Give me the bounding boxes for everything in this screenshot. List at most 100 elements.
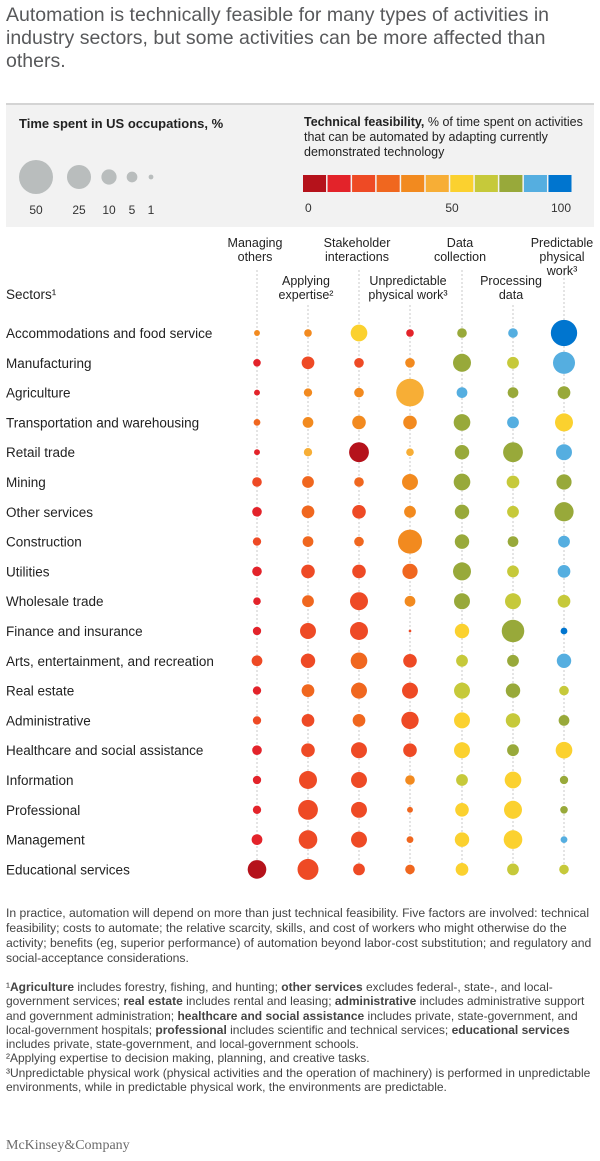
- sector-label: Arts, entertainment, and recreation: [6, 654, 214, 669]
- color-scale-tick: 50: [445, 201, 459, 215]
- bubble: [455, 863, 469, 876]
- bubble: [397, 529, 423, 554]
- bubble: [402, 563, 418, 580]
- bubble: [253, 358, 261, 367]
- footnote-1-term: healthcare and social assistance: [177, 1008, 365, 1023]
- footnote-1: ¹Agriculture includes forestry, fishing,…: [6, 980, 594, 1051]
- bubble: [505, 713, 521, 728]
- size-legend-label: 50: [29, 203, 43, 217]
- bubble: [507, 565, 519, 578]
- bubble: [351, 831, 367, 848]
- bubble: [559, 685, 569, 696]
- bubble: [507, 505, 519, 518]
- color-scale-swatch: [327, 175, 351, 192]
- color-scale-swatch: [352, 175, 376, 192]
- bubble: [302, 417, 314, 428]
- bubble: [301, 684, 315, 697]
- bubble: [556, 444, 572, 461]
- bubble: [247, 860, 267, 879]
- color-scale-swatch: [303, 175, 327, 192]
- sector-label: Professional: [6, 803, 80, 818]
- bubble: [402, 474, 418, 490]
- color-scale-swatch: [425, 175, 449, 192]
- bubble: [252, 506, 262, 517]
- bubble: [508, 328, 518, 338]
- bubble: [507, 863, 519, 876]
- bubble: [453, 353, 471, 372]
- bubble: [252, 775, 262, 785]
- sector-label: Mining: [6, 475, 46, 490]
- size-legend-bubble: [148, 174, 154, 180]
- color-scale-tick: 0: [305, 201, 312, 215]
- bubble: [555, 741, 573, 759]
- bubble: [507, 387, 519, 398]
- bubble: [302, 536, 314, 547]
- column-header: Applying expertise²: [279, 274, 334, 302]
- bubble: [352, 714, 366, 727]
- bubble: [556, 474, 572, 490]
- sector-label: Accommodations and food service: [6, 326, 212, 341]
- bubble: [558, 715, 570, 726]
- mckinsey-logo: McKinsey&Company: [6, 1138, 130, 1153]
- bubble: [454, 534, 470, 549]
- bubble: [396, 378, 424, 407]
- column-header: Processing data: [480, 274, 542, 302]
- size-legend-label: 5: [129, 203, 136, 217]
- bubble: [505, 593, 521, 610]
- bubble: [298, 799, 318, 820]
- bubble: [351, 772, 367, 788]
- bubble: [454, 742, 470, 759]
- bubble: [505, 683, 521, 698]
- color-scale-swatch: [376, 175, 400, 192]
- footnote-1-text: includes administrative support and gove…: [6, 994, 585, 1023]
- color-scale-swatch: [474, 175, 498, 192]
- size-legend-bubble: [19, 160, 53, 194]
- bubble: [302, 595, 314, 608]
- sector-label: Finance and insurance: [6, 624, 143, 639]
- sector-label: Transportation and warehousing: [6, 415, 199, 430]
- bubble: [304, 329, 312, 337]
- bubble: [456, 654, 468, 667]
- color-legend-title-bold: Technical feasibility,: [304, 115, 425, 129]
- footnote-1-text: includes scientific and technical servic…: [226, 1022, 452, 1037]
- bubble: [349, 442, 369, 463]
- bubble: [354, 477, 364, 487]
- bubble: [252, 477, 262, 487]
- sector-label: Educational services: [6, 862, 130, 877]
- bubble: [352, 564, 366, 579]
- color-scale-swatch: [401, 175, 425, 192]
- bubble: [298, 830, 318, 849]
- footnote-1-term: professional: [155, 1022, 227, 1037]
- footnote-1-text: includes forestry, fishing, and hunting;: [74, 980, 282, 994]
- bubble: [455, 803, 469, 817]
- bubble: [456, 774, 468, 786]
- sector-label: Manufacturing: [6, 356, 92, 371]
- bubble: [300, 623, 316, 639]
- color-scale-tick: 100: [551, 201, 571, 215]
- bubble: [302, 476, 314, 488]
- size-legend-bubble: [126, 171, 138, 183]
- footnote-1-term: real estate: [123, 994, 183, 1009]
- bubble: [352, 505, 366, 519]
- bubble: [301, 714, 315, 727]
- bubble: [507, 654, 519, 667]
- bubble: [303, 448, 313, 457]
- bubble: [457, 328, 467, 338]
- bubble: [402, 682, 418, 699]
- color-legend-title-rest: % of time spent on activities that can b…: [304, 115, 583, 159]
- bubble: [351, 801, 367, 818]
- bubble: [297, 858, 319, 880]
- sector-label: Administrative: [6, 713, 91, 728]
- bubble: [408, 629, 412, 633]
- bubble: [503, 830, 523, 849]
- footnote-1-term: administrative: [334, 994, 417, 1009]
- bubble: [252, 566, 262, 577]
- bubble: [251, 834, 263, 845]
- bubble: [351, 682, 367, 699]
- sector-label: Other services: [6, 505, 93, 520]
- bubble: [401, 711, 419, 730]
- size-legend-bubble: [66, 164, 92, 190]
- bubble: [556, 653, 572, 669]
- bubble: [350, 592, 368, 611]
- bubble: [405, 775, 415, 785]
